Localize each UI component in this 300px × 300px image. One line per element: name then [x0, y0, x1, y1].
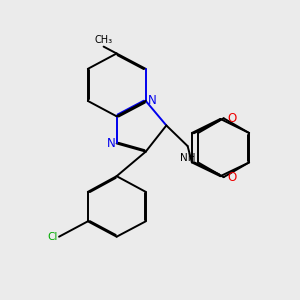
Text: O: O	[227, 112, 236, 125]
Text: O: O	[227, 171, 236, 184]
Text: N: N	[148, 94, 157, 107]
Text: Cl: Cl	[47, 232, 58, 242]
Text: N: N	[106, 137, 115, 150]
Text: CH₃: CH₃	[94, 35, 113, 45]
Text: NH: NH	[180, 153, 195, 163]
